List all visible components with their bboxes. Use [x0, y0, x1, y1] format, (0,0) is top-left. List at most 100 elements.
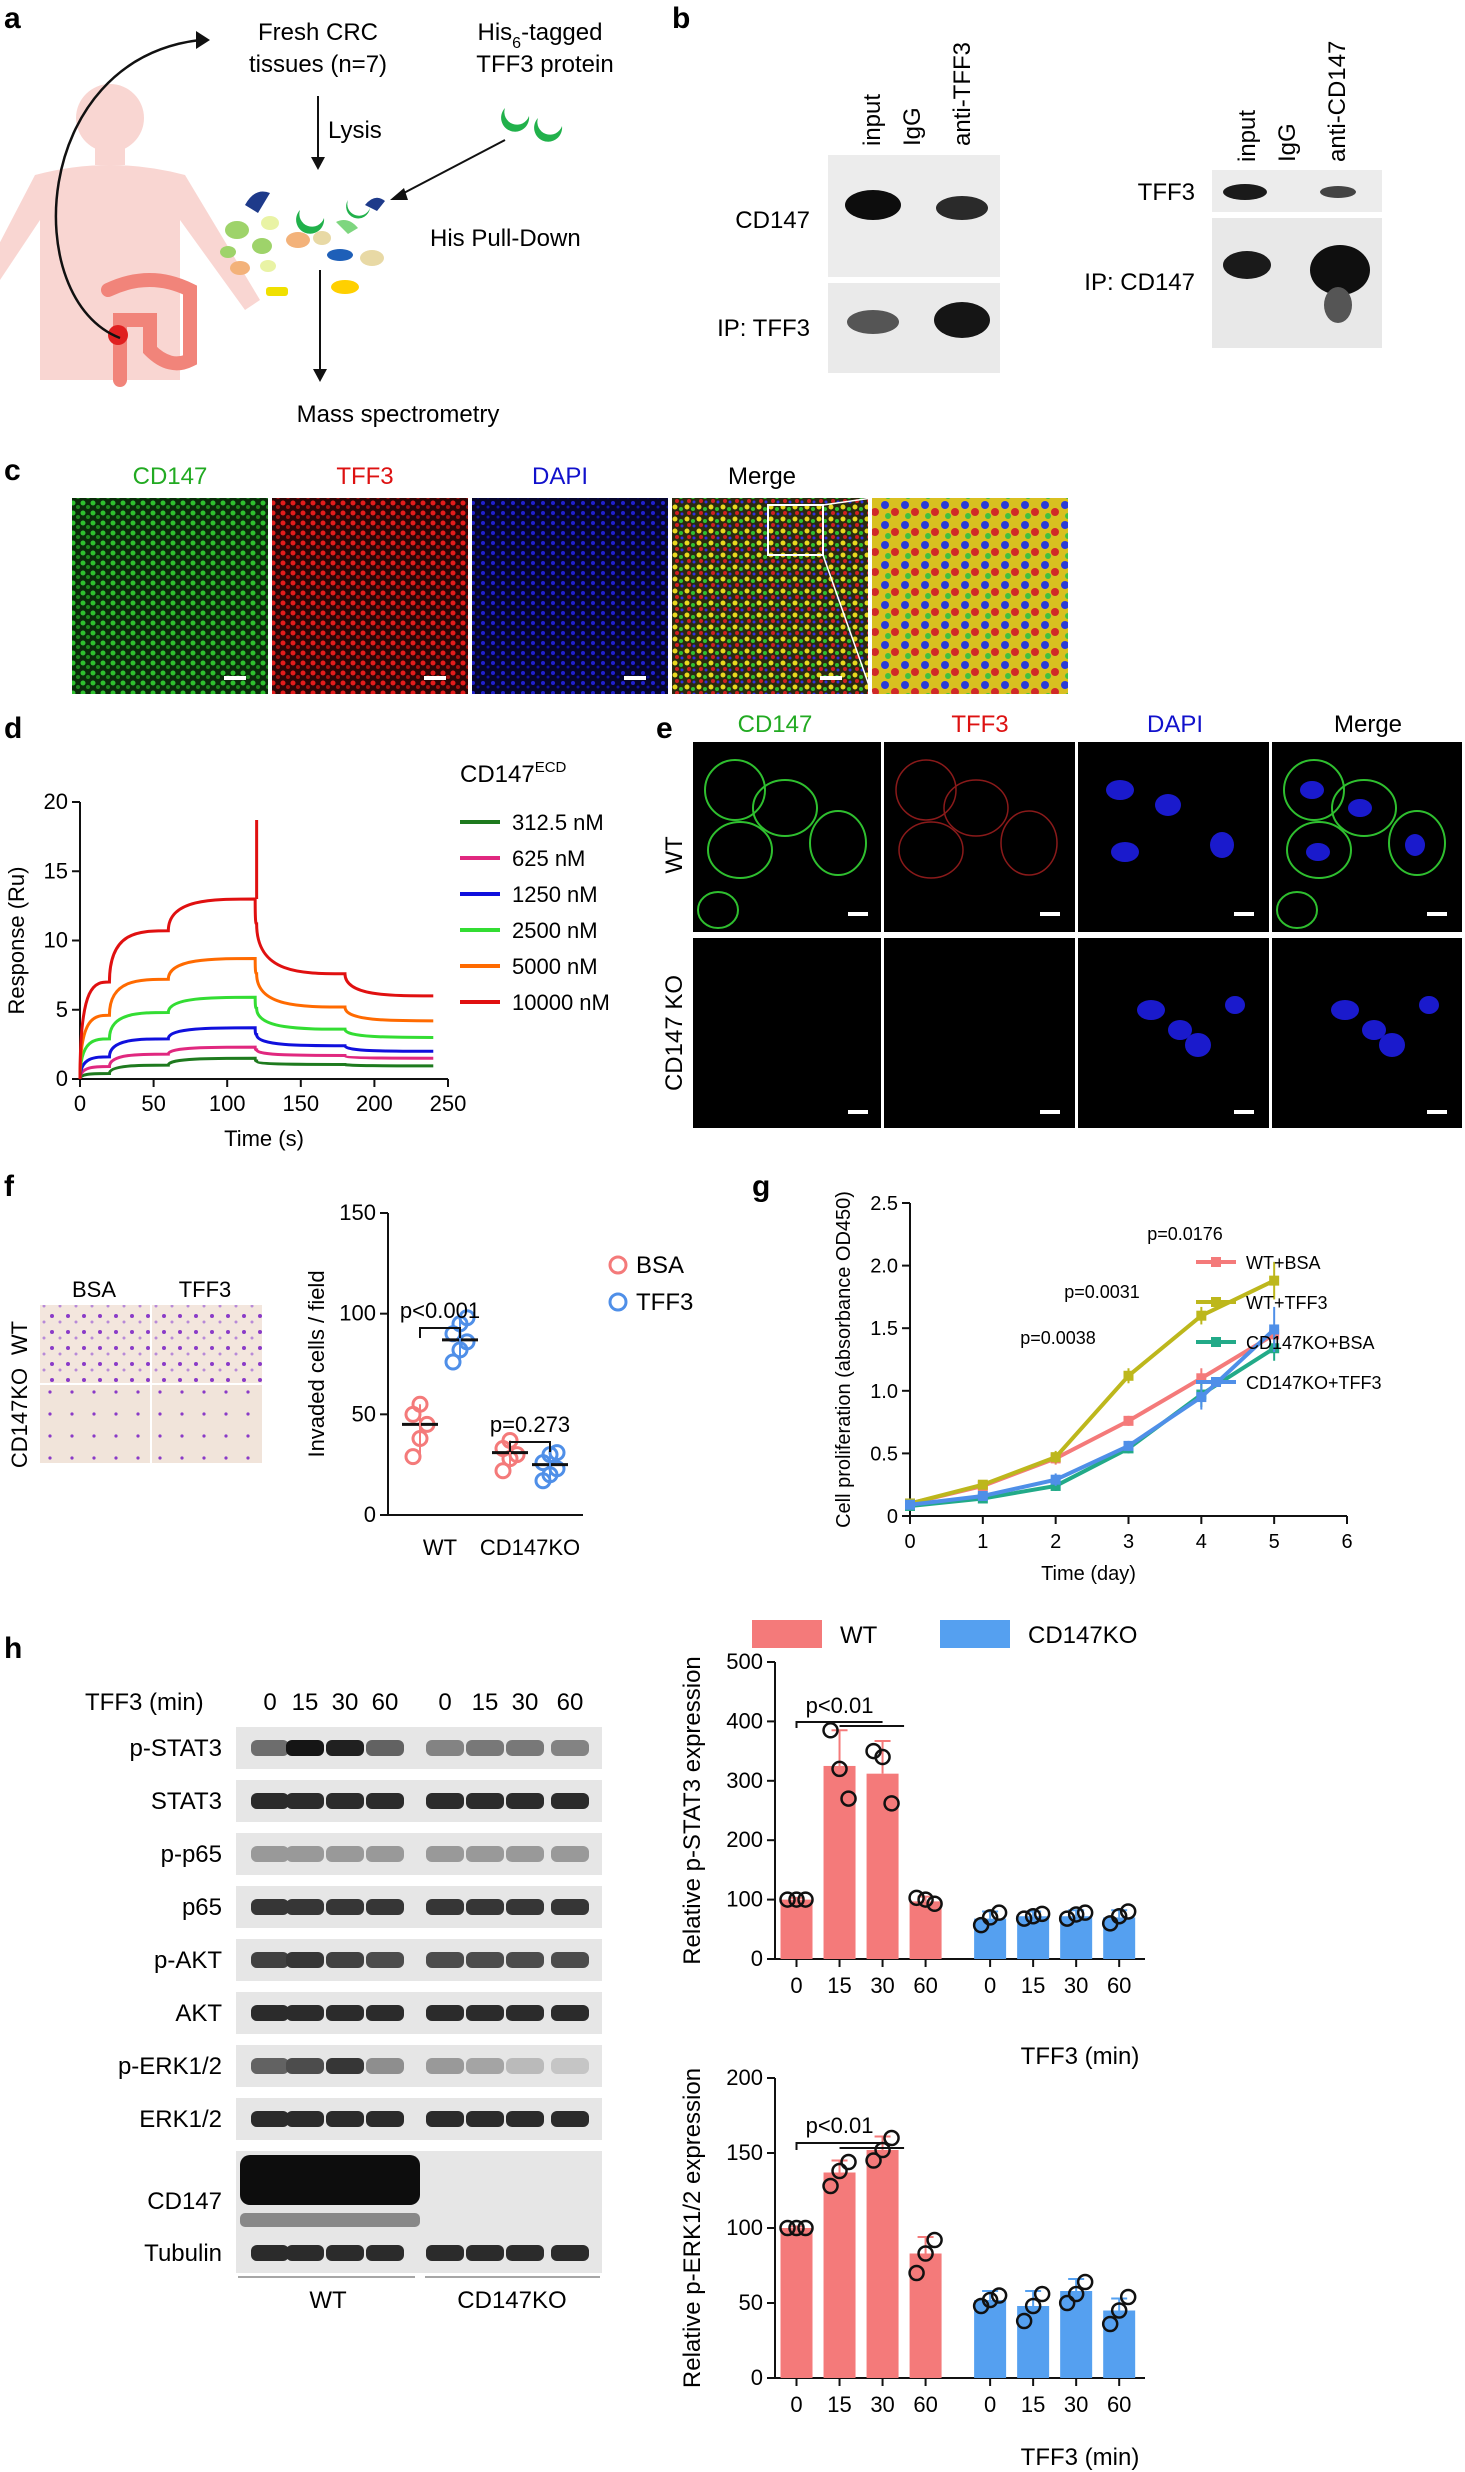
h-blot-band [366, 1899, 404, 1915]
h-top-xlabel: TFF3 (min) [1021, 2043, 1140, 2070]
h-blot-band [466, 1740, 504, 1756]
c-image-tff3 [272, 498, 468, 694]
h-group-wt: WT [309, 2287, 347, 2314]
h-bottom-point [797, 2219, 814, 2237]
d-series-2500nM [78, 995, 434, 1080]
h-bottom-point [926, 2231, 943, 2249]
f-row-ko: CD147KO [7, 1368, 32, 1468]
blot-b-right-ip: IP: CD147 [1084, 269, 1195, 296]
h-bottom-point [883, 2129, 900, 2147]
d-legend-label: 10000 nM [512, 990, 610, 1015]
d-legend-label: 625 nM [512, 846, 585, 871]
d-legend-label: 5000 nM [512, 954, 598, 979]
h-blot-band [366, 2111, 404, 2127]
h-bottom-bar [1017, 2306, 1050, 2378]
g-ytick-label: 0 [887, 1506, 898, 1528]
h-blot-band [251, 2111, 289, 2127]
h-blot-times: 0 15 30 60 0 15 30 60 [263, 1689, 583, 1716]
h-blot-band [326, 2111, 364, 2127]
blot-b-right-tff3: TFF3 [1138, 179, 1195, 206]
h-blot-band [251, 1846, 289, 1862]
h-top-xtick-label: 30 [1064, 1973, 1088, 1998]
h-top-point [874, 1748, 891, 1766]
h-blot-band [326, 1846, 364, 1862]
h-blot-band [426, 2245, 464, 2261]
h-top-ytick-label: 200 [726, 1827, 763, 1852]
h-top-xtick-label: 15 [827, 1973, 851, 1998]
h-blot-band [551, 2245, 589, 2261]
h-bottom-point [1110, 2302, 1128, 2319]
h-blot-band [286, 1952, 324, 1968]
h-blot-band [286, 1740, 324, 1756]
h-blot-row-label: p-STAT3 [130, 1735, 222, 1762]
h-blot-band [551, 1740, 589, 1756]
chart-f: 0 50 100 150 Invaded cells / field WT CD147KO p… [304, 1200, 583, 1560]
f-legend-tff3: TFF3 [636, 1289, 693, 1316]
h-blot-band [326, 2005, 364, 2021]
mass-spec-label: Mass spectrometry [297, 401, 500, 428]
panel-e: e CD147 TFF3 DAPI Merge WT CD147 KO [656, 711, 1462, 1128]
h-top-bar [823, 1765, 856, 1959]
h-bottom-ylabel: Relative p-ERK1/2 expression [679, 2068, 706, 2388]
h-blot-band [426, 2005, 464, 2021]
tumor-marker [108, 325, 128, 345]
h-bottom-point [1033, 2285, 1051, 2303]
h-bottom-bar [909, 2253, 942, 2378]
his-tag-line2: TFF3 protein [476, 51, 613, 78]
h-top-point [779, 1891, 796, 1908]
h-blot-row-label: ERK1/2 [139, 2106, 222, 2133]
h-blot-time: 15 [472, 1689, 499, 1716]
panel-f-letter: f [4, 1170, 15, 1203]
g-ytick-label: 0.5 [870, 1443, 898, 1465]
g-point [905, 1499, 915, 1510]
tff3-protein-icons [501, 108, 563, 142]
g-point [1269, 1324, 1280, 1335]
h-top-xtick-label: 60 [1107, 1973, 1131, 1998]
h-bottom-point [779, 2219, 796, 2237]
d-ytick-label: 5 [56, 997, 68, 1022]
h-blot-band [326, 2058, 364, 2074]
g-legend-label: CD147KO+BSA [1246, 1333, 1375, 1353]
d-legend: 312.5 nM 625 nM 1250 nM 2500 nM 5000 nM 10000… [460, 810, 610, 1015]
panel-h: h TFF3 (min) 0 15 30 60 0 15 30 60 p-STAT3 STAT3… [4, 1620, 1145, 2471]
h-top-point [788, 1891, 805, 1908]
h-bottom-bar [1103, 2310, 1136, 2378]
h-blot-band [366, 1952, 404, 1968]
h-blot-band [326, 1740, 364, 1756]
g-legend-label: WT+TFF3 [1246, 1293, 1328, 1313]
g-legend-label: CD147KO+TFF3 [1246, 1373, 1382, 1393]
h-blot-band [506, 1952, 544, 1968]
h-blot-band [251, 1740, 289, 1756]
h-legend-wt: WT [840, 1622, 878, 1649]
h-blot-band [240, 2155, 420, 2205]
h-blot-band [286, 2005, 324, 2021]
h-bottom-ytick-label: 100 [726, 2215, 763, 2240]
h-top-point [1119, 1903, 1137, 1920]
h-blot-band [286, 2111, 324, 2127]
h-blot-band [251, 2058, 289, 2074]
h-top-point [797, 1891, 814, 1908]
g-legend-marker [1211, 1257, 1221, 1267]
h-blot-time: 30 [512, 1689, 539, 1716]
h-bottom-bracket [795, 2142, 883, 2150]
e-images [693, 742, 1462, 1128]
c-zoom-box [767, 504, 824, 556]
blot-b-left: input IgG anti-TFF3 CD147 IP: TFF3 [717, 42, 1000, 373]
g-legend: WT+BSA WT+TFF3 CD147KO+BSA CD147KO+TFF3 [1196, 1253, 1382, 1393]
e-label-cd147: CD147 [738, 711, 813, 738]
human-body-illustration [0, 84, 260, 380]
h-blot-band [506, 2058, 544, 2074]
h-top-bar [866, 1773, 899, 1959]
h-bottom-point [981, 2291, 999, 2309]
h-blot-band [506, 1793, 544, 1809]
f-point-bsa [404, 1448, 422, 1466]
h-bottom-ytick-label: 200 [726, 2065, 763, 2090]
h-top-xtick-label: 0 [790, 1973, 802, 1998]
h-top-xtick-label: 30 [870, 1973, 894, 1998]
e-row-ko: CD147 KO [661, 975, 688, 1091]
tissues-line1: Fresh CRC [258, 19, 378, 46]
h-bottom-point [865, 2152, 882, 2169]
panel-a-letter: a [4, 2, 21, 35]
g-p-day3: p=0.0038 [1020, 1328, 1096, 1348]
